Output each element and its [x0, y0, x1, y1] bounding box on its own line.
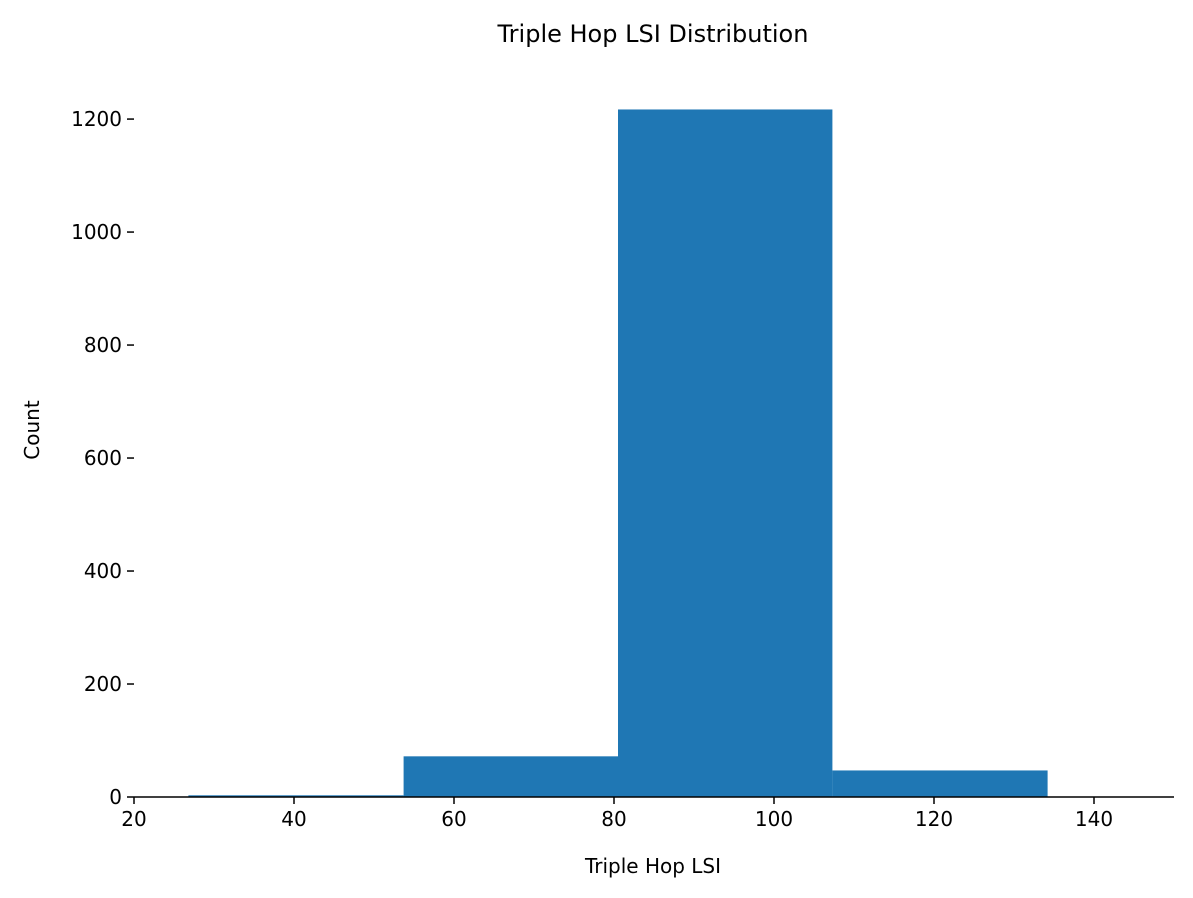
y-tick-label: 400	[84, 559, 122, 583]
x-tick-label: 20	[121, 807, 146, 831]
histogram-bar-2	[403, 756, 618, 797]
y-tick-label: 1000	[71, 220, 122, 244]
histogram-bar-4	[832, 770, 1048, 797]
x-tick-label: 140	[1075, 807, 1113, 831]
y-axis: 0 200 400 600 800 1000 1200	[71, 107, 134, 809]
x-tick-label: 120	[915, 807, 953, 831]
histogram-bar-1	[188, 795, 404, 797]
x-tick-label: 80	[601, 807, 626, 831]
y-tick-label: 600	[84, 446, 122, 470]
x-tick-label: 40	[281, 807, 306, 831]
histogram-bar-3	[618, 109, 833, 798]
y-tick-label: 1200	[71, 107, 122, 131]
x-tick-label: 60	[441, 807, 466, 831]
x-axis: 20 40 60 80 100 120 140	[121, 796, 1174, 831]
y-tick-label: 200	[84, 672, 122, 696]
y-tick-label: 800	[84, 333, 122, 357]
bars-layer	[188, 109, 1048, 798]
chart-title: Triple Hop LSI Distribution	[497, 20, 809, 48]
y-tick-label: 0	[109, 785, 122, 809]
y-axis-label: Count	[20, 400, 44, 460]
x-axis-label: Triple Hop LSI	[584, 854, 721, 878]
x-tick-label: 100	[755, 807, 793, 831]
